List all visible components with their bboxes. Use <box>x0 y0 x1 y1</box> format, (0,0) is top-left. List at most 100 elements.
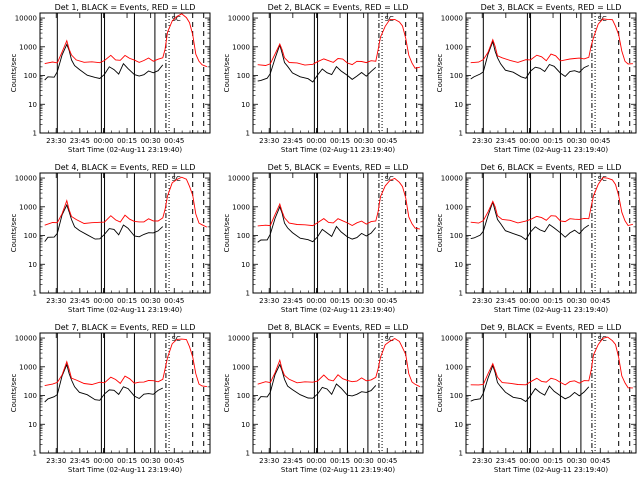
lld-series-line <box>257 177 420 230</box>
y-tick-label: 1 <box>246 450 250 458</box>
x-tick-label: 23:30 <box>259 457 279 465</box>
x-tick-label: 00:15 <box>117 297 137 305</box>
sc-marker: SC <box>384 335 393 343</box>
x-axis-label: Start Time (02-Aug-11 23:19:40) <box>494 306 608 314</box>
y-tick-label: 100 <box>24 392 37 400</box>
x-tick-label: 00:30 <box>141 297 161 305</box>
y-tick-label: 10000 <box>15 335 37 343</box>
y-tick-label: 10 <box>454 261 463 269</box>
y-tick-label: 1 <box>246 130 250 138</box>
x-tick-label: 00:15 <box>543 457 563 465</box>
x-tick-label: 23:45 <box>496 137 516 145</box>
lld-series-line <box>44 13 208 68</box>
x-tick-label: 00:15 <box>330 297 350 305</box>
x-tick-label: 23:45 <box>283 297 303 305</box>
x-tick-label: 00:45 <box>590 137 610 145</box>
x-tick-label: 00:45 <box>377 297 397 305</box>
y-axis-label: Counts/sec <box>10 54 18 93</box>
x-tick-label: 00:30 <box>567 297 587 305</box>
panel-det-3: Det 3, BLACK = Events, RED = LLD 1 10 100 10… <box>436 3 637 154</box>
x-axis-label: Start Time (02-Aug-11 23:19:40) <box>281 146 395 154</box>
x-tick-label: 23:45 <box>283 457 303 465</box>
y-tick-label: 1000 <box>445 363 463 371</box>
y-tick-label: 100 <box>450 392 463 400</box>
x-tick-label: 23:30 <box>46 457 66 465</box>
axes-box <box>465 332 637 454</box>
y-axis-label: Counts/sec <box>223 374 231 413</box>
axes-box <box>39 172 211 294</box>
y-axis-label: Counts/sec <box>436 54 444 93</box>
axes-box <box>252 172 424 294</box>
y-tick-label: 1 <box>459 290 463 298</box>
y-tick-label: 1000 <box>19 43 37 51</box>
y-tick-label: 100 <box>24 232 37 240</box>
lld-series-line <box>44 176 208 228</box>
events-series-line <box>257 363 377 401</box>
x-tick-label: 00:00 <box>306 457 326 465</box>
panel-det-4: Det 4, BLACK = Events, RED = LLD 1 10 100 10… <box>10 163 211 314</box>
y-tick-label: 10 <box>241 261 250 269</box>
sc-marker: SC <box>384 175 393 183</box>
y-tick-label: 1000 <box>19 363 37 371</box>
lld-series-line <box>470 336 633 389</box>
x-tick-label: 00:30 <box>567 137 587 145</box>
x-axis-label: Start Time (02-Aug-11 23:19:40) <box>494 466 608 474</box>
y-tick-label: 10 <box>28 261 37 269</box>
y-tick-label: 10 <box>454 421 463 429</box>
y-tick-label: 1000 <box>232 363 250 371</box>
y-tick-label: 100 <box>450 72 463 80</box>
events-series-line <box>44 43 164 81</box>
y-tick-label: 1000 <box>445 43 463 51</box>
y-tick-label: 1 <box>33 450 37 458</box>
y-tick-label: 100 <box>237 392 250 400</box>
y-tick-label: 10 <box>28 421 37 429</box>
y-tick-label: 10 <box>241 421 250 429</box>
y-tick-label: 10 <box>454 101 463 109</box>
lld-series-line <box>257 18 420 69</box>
y-tick-label: 10000 <box>441 335 463 343</box>
x-tick-label: 00:45 <box>590 297 610 305</box>
x-axis-label: Start Time (02-Aug-11 23:19:40) <box>281 306 395 314</box>
x-tick-label: 00:45 <box>377 457 397 465</box>
y-tick-label: 10000 <box>228 15 250 23</box>
y-axis-label: Counts/sec <box>10 214 18 253</box>
x-tick-label: 00:30 <box>354 457 374 465</box>
x-tick-label: 00:30 <box>354 297 374 305</box>
y-tick-label: 10 <box>28 101 37 109</box>
y-axis-label: Counts/sec <box>436 374 444 413</box>
sc-marker: SC <box>171 335 180 343</box>
x-tick-label: 00:30 <box>141 457 161 465</box>
axes-box <box>465 12 637 134</box>
panel-det-8: Det 8, BLACK = Events, RED = LLD 1 10 100 10… <box>223 323 424 474</box>
events-series-line <box>44 363 164 403</box>
axes-box <box>39 332 211 454</box>
x-tick-label: 00:15 <box>330 457 350 465</box>
x-tick-label: 00:30 <box>141 137 161 145</box>
y-axis-label: Counts/sec <box>436 214 444 253</box>
panel-title: Det 7, BLACK = Events, RED = LLD <box>55 323 196 332</box>
x-axis-label: Start Time (02-Aug-11 23:19:40) <box>68 306 182 314</box>
x-tick-label: 00:15 <box>330 137 350 145</box>
x-tick-label: 00:45 <box>164 457 184 465</box>
panel-title: Det 5, BLACK = Events, RED = LLD <box>268 163 409 172</box>
y-tick-label: 1 <box>33 290 37 298</box>
x-tick-label: 00:00 <box>306 297 326 305</box>
panel-det-1: Det 1, BLACK = Events, RED = LLD 1 10 100 10… <box>10 3 211 154</box>
panel-title: Det 6, BLACK = Events, RED = LLD <box>481 163 622 172</box>
y-tick-label: 10000 <box>228 335 250 343</box>
axes-box <box>252 332 424 454</box>
x-tick-label: 00:30 <box>567 457 587 465</box>
panel-title: Det 2, BLACK = Events, RED = LLD <box>268 3 409 12</box>
x-axis-label: Start Time (02-Aug-11 23:19:40) <box>494 146 608 154</box>
axes-box <box>465 172 637 294</box>
y-tick-label: 10000 <box>228 175 250 183</box>
panel-det-5: Det 5, BLACK = Events, RED = LLD 1 10 100 10… <box>223 163 424 314</box>
x-tick-label: 00:00 <box>519 137 539 145</box>
y-tick-label: 1 <box>246 290 250 298</box>
x-tick-label: 00:15 <box>117 137 137 145</box>
y-axis-label: Counts/sec <box>223 214 231 253</box>
events-series-line <box>257 43 377 83</box>
panel-title: Det 3, BLACK = Events, RED = LLD <box>481 3 622 12</box>
x-tick-label: 23:45 <box>496 297 516 305</box>
y-tick-label: 10000 <box>15 15 37 23</box>
